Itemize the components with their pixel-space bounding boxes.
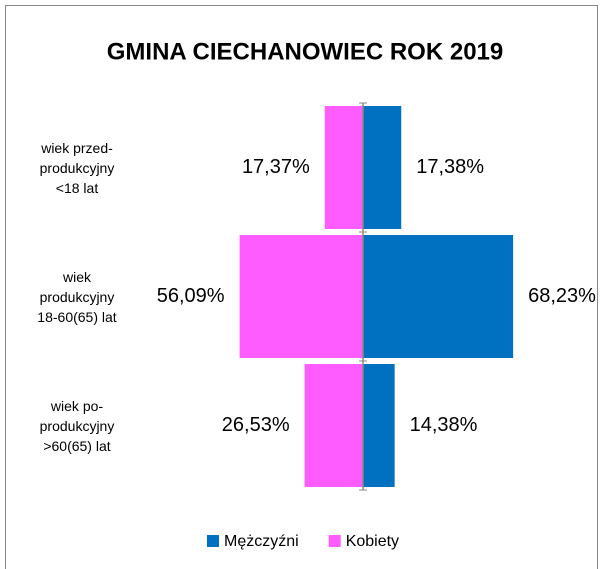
category-label: wiek przed- produkcyjny <18 lat	[39, 139, 115, 196]
bar	[239, 235, 363, 358]
legend-label: Mężczyźni	[224, 533, 299, 550]
chart-border	[5, 5, 598, 569]
legend-label: Kobiety	[346, 533, 399, 550]
value-label: 17,37%	[242, 156, 310, 178]
chart-title: GMINA CIECHANOWIEC ROK 2019	[107, 38, 504, 65]
bar	[363, 235, 514, 358]
value-label: 14,38%	[410, 414, 478, 436]
bar	[304, 364, 363, 487]
legend-swatch	[207, 535, 219, 547]
value-label: 68,23%	[528, 285, 596, 307]
value-label: 56,09%	[157, 285, 225, 307]
category-label: wiek produkcyjny 18-60(65) lat	[37, 268, 117, 325]
bar	[363, 364, 395, 487]
bar	[363, 106, 402, 229]
value-label: 17,38%	[416, 156, 484, 178]
category-label: wiek po- produkcyjny >60(65) lat	[39, 397, 115, 454]
legend-swatch	[328, 535, 341, 547]
value-label: 26,53%	[222, 414, 290, 436]
bar	[324, 106, 363, 229]
